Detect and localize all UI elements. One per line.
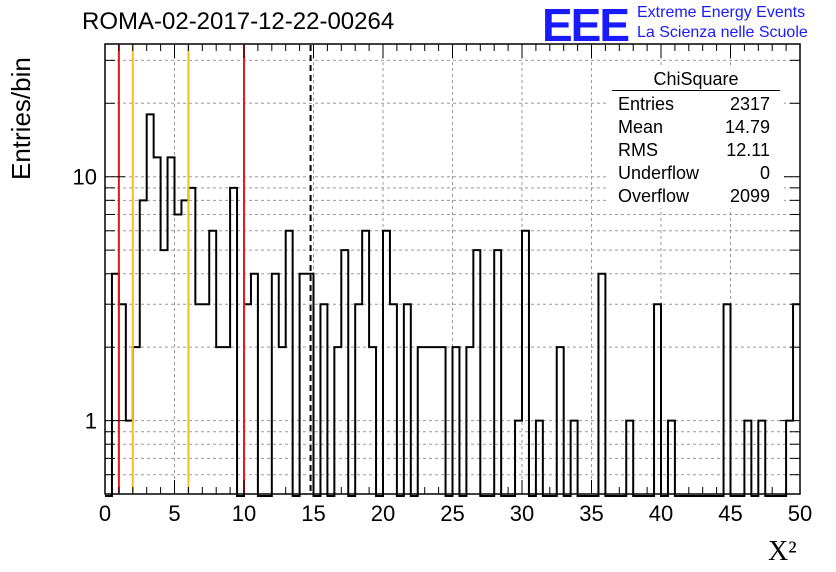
histogram-bin [286, 231, 293, 494]
reference-lines [117, 45, 312, 493]
axes: 0 5 10 15 20 25 30 35 40 45 50 1 10 [73, 44, 812, 526]
y-tick-label: 1 [85, 409, 97, 434]
histogram-bin [209, 231, 216, 494]
histogram-bin [598, 274, 605, 494]
histogram-bin [362, 231, 369, 494]
stats-label: RMS [618, 140, 658, 160]
x-tick-label: 40 [649, 501, 673, 526]
x-tick-label: 15 [301, 501, 325, 526]
stats-box: ChiSquare Entries 2317 Mean 14.79 RMS 12.11 Un… [612, 68, 780, 208]
histogram-bin [404, 304, 411, 494]
stats-title: ChiSquare [612, 68, 780, 91]
stats-label: Underflow [618, 163, 700, 183]
x-tick-label: 25 [440, 501, 464, 526]
histogram-bin [119, 304, 126, 494]
histogram-bin [195, 304, 202, 494]
histogram-bin [390, 304, 397, 494]
x-tick-label: 5 [168, 501, 180, 526]
logo-caption: Extreme Energy Events La Scienza nelle S… [637, 3, 808, 43]
stats-row-entries: Entries 2317 [612, 93, 780, 116]
histogram-bin [230, 188, 237, 494]
stats-value: 12.11 [726, 140, 770, 160]
histogram-bin [202, 304, 209, 494]
histogram-bin [522, 231, 529, 494]
y-axis-label: Entries/bin [6, 57, 36, 180]
histogram-bin [724, 304, 731, 494]
histogram-bin [251, 274, 258, 494]
logo-line-1: Extreme Energy Events [637, 4, 806, 21]
stats-value: 2317 [729, 94, 770, 114]
histogram-bin [244, 304, 251, 494]
histogram-bin [654, 304, 661, 494]
histogram-bin [154, 157, 161, 494]
y-tick-label: 10 [73, 165, 97, 190]
stats-background [608, 66, 784, 208]
stats-row-mean: Mean 14.79 [612, 116, 780, 139]
histogram-bin [473, 250, 480, 494]
histogram-bin [341, 250, 348, 494]
stats-label: Entries [618, 94, 675, 114]
histogram-bin [175, 214, 182, 494]
stats-row-underflow: Underflow 0 [612, 162, 780, 185]
histogram-bars [105, 113, 800, 497]
logo-line-2: La Scienza nelle Scuole [637, 24, 808, 41]
histogram-bin [494, 250, 501, 494]
histogram-bin [300, 274, 307, 494]
x-tick-label: 35 [579, 501, 603, 526]
histogram-bin [188, 188, 195, 494]
stats-value: 14.79 [724, 117, 770, 137]
histogram-bin [161, 250, 168, 494]
histogram-bin [112, 274, 119, 494]
x-tick-label: 20 [371, 501, 395, 526]
histogram-bin [272, 274, 279, 494]
eee-logo: EEE [542, 0, 630, 51]
x-tick-label: 0 [99, 501, 111, 526]
x-tick-label: 45 [718, 501, 742, 526]
histogram-outline [105, 113, 800, 497]
histogram-bin [320, 304, 327, 494]
stats-row-rms: RMS 12.11 [612, 139, 780, 162]
chart-title: ROMA-02-2017-12-22-00264 [82, 8, 395, 35]
stats-label: Overflow [618, 186, 690, 206]
histogram-bin [793, 304, 800, 494]
stats-row-overflow: Overflow 2099 [612, 185, 780, 208]
x-tick-label: 10 [232, 501, 256, 526]
histogram-bin [355, 304, 362, 494]
stats-label: Mean [618, 117, 664, 137]
x-axis-label: X² [768, 536, 797, 567]
stats-value: 2099 [729, 186, 770, 206]
stats-value: 0 [759, 163, 770, 183]
histogram-bin [383, 231, 390, 494]
histogram-bin [168, 157, 175, 494]
x-tick-label: 30 [510, 501, 534, 526]
x-tick-label: 50 [788, 501, 812, 526]
